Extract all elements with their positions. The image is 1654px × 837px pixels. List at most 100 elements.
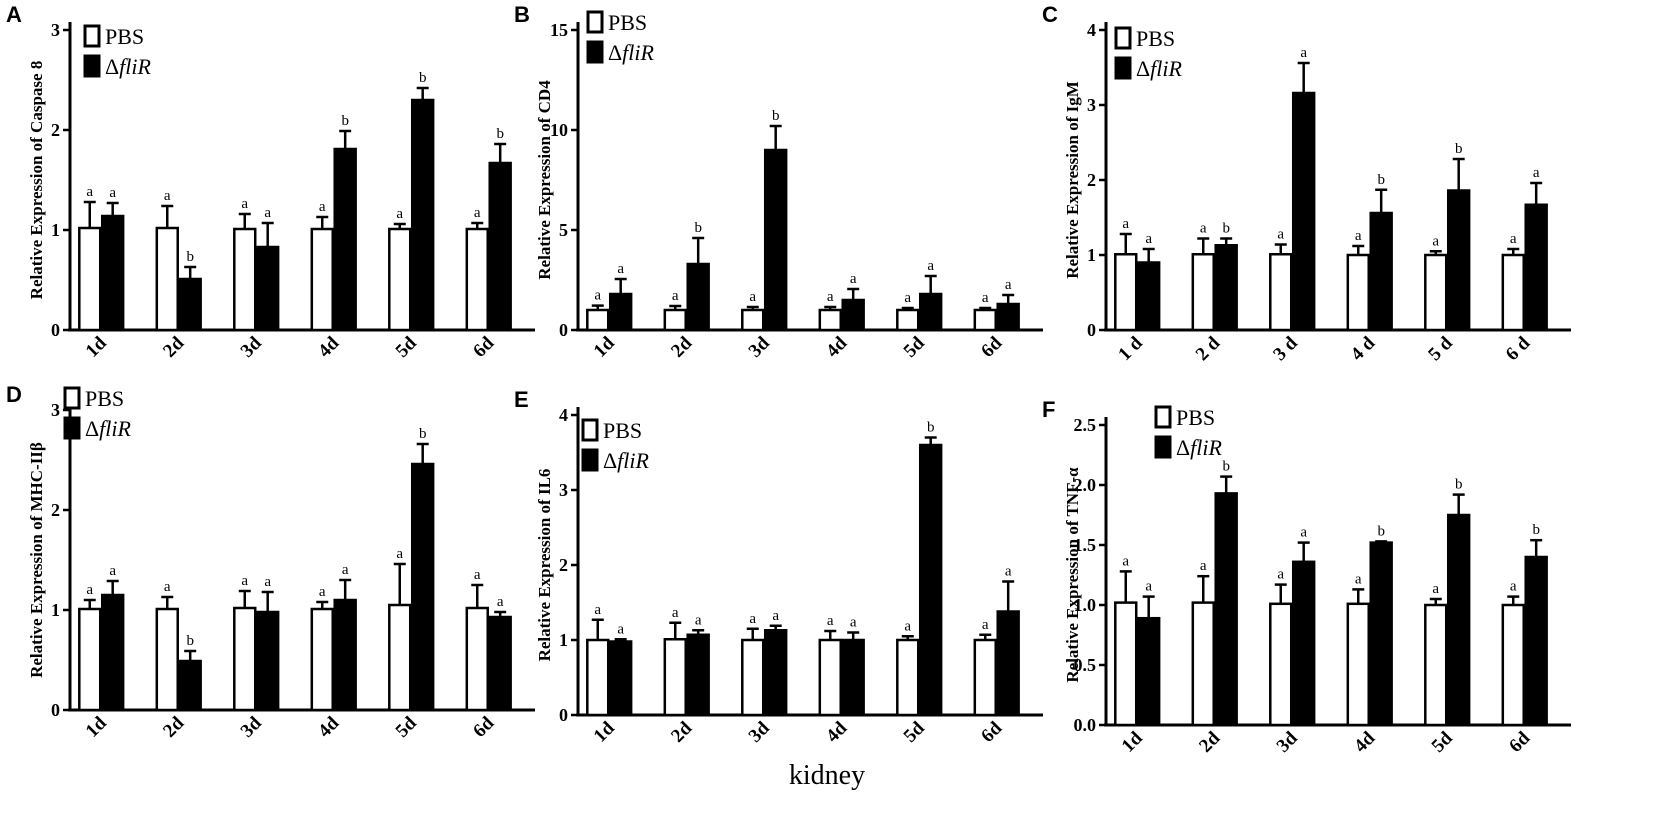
x-tick-label: 3d: [237, 332, 266, 361]
significance-label: a: [672, 605, 679, 621]
bar-fliR: [178, 659, 202, 712]
legend-label-pbs: PBS: [85, 386, 124, 411]
significance-label: a: [1510, 579, 1517, 595]
panel-letter: C: [1042, 2, 1058, 27]
legend-delta: Δ: [85, 416, 99, 441]
legend-swatch-fliR: [586, 40, 604, 64]
bar-pbs: [310, 227, 334, 332]
x-tick-label: 6 d: [1502, 332, 1535, 365]
bar-fliR: [918, 443, 943, 717]
legend-swatch-pbs: [586, 10, 604, 34]
legend-label-pbs: PBS: [1176, 405, 1215, 430]
chart-svg: F Relative Expression of TNF-α 0.0 0.5 1.0 1.…: [1042, 397, 1571, 757]
significance-label: a: [109, 563, 116, 579]
y-axis-title: Relative Expression of IgM: [1063, 81, 1082, 279]
legend-label-pbs: PBS: [1136, 26, 1175, 51]
bar-fliR: [996, 302, 1020, 332]
x-tick-label: 3d: [1273, 727, 1302, 756]
legend-label-fliR: ΔfliR: [85, 416, 131, 441]
legend-label-fliR: ΔfliR: [1176, 435, 1222, 460]
y-tick-label: 2: [1087, 170, 1096, 190]
legend-swatch-pbs: [63, 386, 81, 410]
legend-label-fliR: ΔfliR: [603, 448, 649, 473]
y-axis-title: Relative Expression of Caspase 8: [27, 61, 46, 300]
y-tick-label: 15: [550, 20, 568, 40]
legend-swatch-pbs: [581, 418, 599, 442]
significance-label: a: [1355, 228, 1362, 244]
y-tick-label: 2: [51, 500, 60, 520]
bar-pbs: [310, 607, 334, 712]
y-tick-label: 3: [51, 400, 60, 420]
significance-label: a: [86, 184, 93, 200]
bar-fliR: [1369, 541, 1393, 727]
y-tick-label: 2.0: [1074, 475, 1097, 495]
legend: PBS ΔfliR: [63, 386, 131, 441]
chart-panel-f: F Relative Expression of TNF-α 0.0 0.5 1.0 1.…: [1036, 395, 1584, 795]
panel-letter: B: [514, 2, 530, 27]
bar-pbs: [973, 638, 997, 717]
legend-swatch-fliR: [1114, 56, 1132, 80]
legend-mutant-name: fliR: [622, 40, 654, 65]
bar-fliR: [918, 292, 943, 332]
bar-pbs: [586, 308, 610, 332]
x-tick-label: 4d: [314, 712, 343, 741]
bar-fliR: [333, 598, 357, 712]
chart-panel-d: D Relative Expression of MHC-IIβ 0 1 2 3 a a 1d a…: [0, 380, 548, 780]
significance-label: a: [1533, 165, 1540, 181]
chart-panel-e: E Relative Expression of IL6 0 1 2 3 4 a a 1d a a 2d…: [508, 385, 1056, 785]
bar-fliR: [841, 298, 865, 332]
significance-label: a: [672, 288, 679, 304]
x-tick-label: 5d: [900, 332, 929, 361]
legend-mutant-name: fliR: [119, 54, 151, 79]
bar-fliR: [763, 629, 788, 717]
x-tick-label: 1d: [1118, 727, 1147, 756]
legend: PBS ΔfliR: [1154, 405, 1222, 460]
significance-label: a: [850, 271, 857, 287]
y-tick-label: 3: [1087, 95, 1096, 115]
significance-label: a: [497, 594, 504, 610]
y-axis-title: Relative Expression of TNF-α: [1063, 467, 1082, 683]
bar-pbs: [233, 227, 257, 332]
significance-label: a: [827, 613, 834, 629]
significance-label: a: [1005, 277, 1012, 293]
panel-letter: E: [514, 387, 529, 412]
bar-fliR: [255, 245, 280, 332]
x-tick-label: 6d: [1505, 727, 1534, 756]
legend: PBS ΔfliR: [586, 10, 654, 65]
significance-label: a: [1300, 45, 1307, 61]
significance-label: a: [594, 602, 601, 618]
y-tick-label: 0: [51, 700, 60, 720]
significance-label: a: [86, 582, 93, 598]
chart-panel-b: B Relative Expression of CD4 0 5 10 15 a a 1d a b 2…: [508, 0, 1056, 400]
bar-pbs: [741, 638, 765, 717]
significance-label: a: [319, 584, 326, 600]
significance-label: a: [982, 617, 989, 633]
legend: PBS ΔfliR: [83, 24, 151, 79]
x-tick-label: 5d: [900, 717, 929, 746]
legend-delta: Δ: [603, 448, 617, 473]
legend-mutant-name: fliR: [1150, 56, 1182, 81]
bar-fliR: [1524, 555, 1548, 727]
bar-pbs: [1191, 253, 1215, 332]
x-tick-label: 3d: [745, 332, 774, 361]
bar-fliR: [178, 277, 202, 332]
bar-pbs: [78, 607, 102, 712]
shared-x-axis-label: kidney: [788, 760, 866, 791]
bar-fliR: [1136, 616, 1161, 727]
bar-fliR: [608, 640, 633, 717]
y-tick-label: 2: [51, 120, 60, 140]
bar-pbs: [1269, 253, 1293, 332]
significance-label: a: [264, 205, 271, 221]
significance-label: a: [1277, 567, 1284, 583]
x-tick-label: 3d: [237, 712, 266, 741]
y-tick-label: 0: [51, 320, 60, 340]
bar-fliR: [1524, 203, 1548, 332]
legend-swatch-pbs: [1154, 405, 1172, 429]
y-tick-label: 0.5: [1074, 655, 1097, 675]
x-tick-label: 3 d: [1269, 332, 1302, 365]
bar-fliR: [100, 593, 125, 712]
